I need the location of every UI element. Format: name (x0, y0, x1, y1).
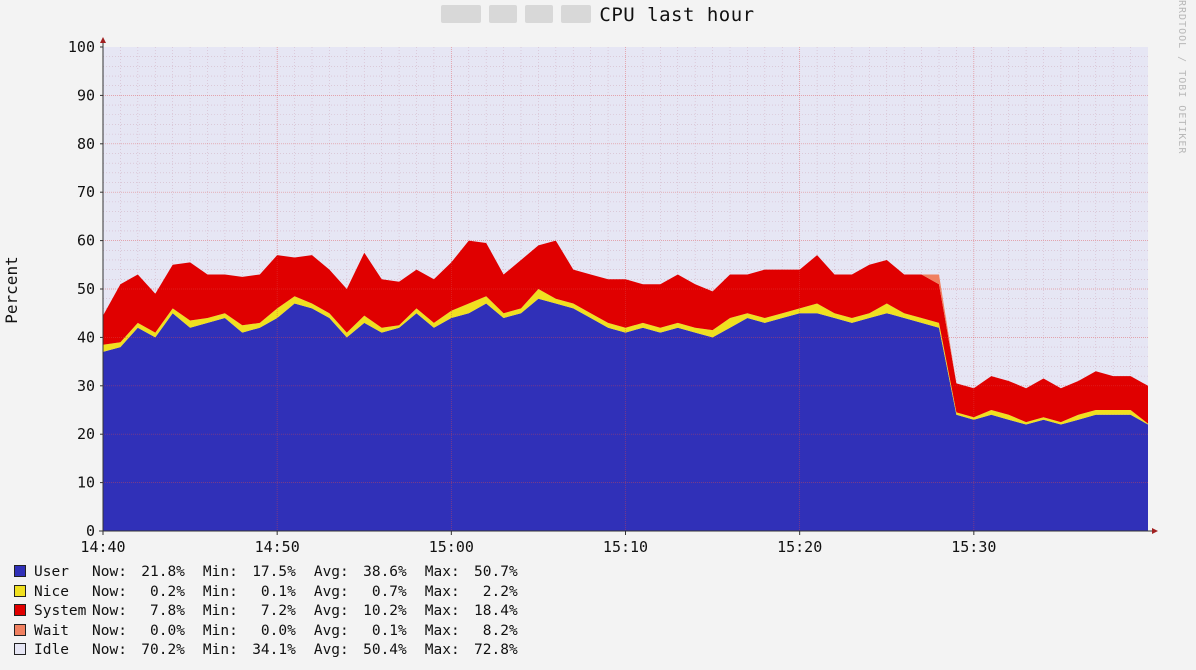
y-tick-label: 60 (77, 232, 95, 250)
x-tick-label: 15:30 (951, 538, 996, 556)
legend-now-value: 21.8% (141, 564, 185, 580)
y-tick-label: 0 (86, 522, 95, 540)
legend-series-name: Nice (34, 583, 69, 600)
legend-min-label: Min: (202, 622, 238, 639)
y-tick-label: 90 (77, 86, 95, 104)
legend-series-name: User (34, 564, 69, 580)
legend-row-wait: Wait Now: 0.0% Min: 0.0% Avg: 0.1% Max: 8.2% (14, 622, 518, 642)
legend-now-label: Now: (92, 603, 127, 619)
legend-row-idle: Idle Now: 70.2% Min: 34.1% Avg: 50.4% Max: 72.8% (14, 641, 518, 661)
legend-max-label: Max: (424, 642, 460, 658)
legend-avg-label: Avg: (313, 564, 349, 580)
legend-avg-label: Avg: (313, 622, 349, 639)
area-nice (103, 289, 1148, 425)
y-tick-label: 30 (77, 377, 95, 395)
legend-series-name: System (34, 603, 87, 619)
x-axis-arrow (1152, 528, 1158, 534)
y-tick-label: 10 (77, 474, 95, 492)
legend-min-value: 17.5% (252, 564, 296, 580)
legend-min-value: 34.1% (252, 642, 296, 658)
legend-min-label: Min: (202, 564, 238, 580)
legend-swatch (14, 604, 26, 616)
legend-avg-value: 0.7% (371, 583, 407, 600)
legend-avg-value: 10.2% (363, 603, 407, 619)
x-tick-label: 15:20 (777, 538, 822, 556)
legend-now-value: 0.2% (150, 583, 185, 600)
legend-max-value: 72.8% (474, 642, 518, 658)
legend-row-user: User Now: 21.8% Min: 17.5% Avg: 38.6% Max: 50.7% (14, 563, 518, 583)
legend-now-label: Now: (92, 583, 127, 600)
y-tick-label: 40 (77, 328, 95, 346)
x-tick-label: 15:10 (603, 538, 648, 556)
y-tick-label: 70 (77, 183, 95, 201)
legend-avg-value: 38.6% (363, 564, 407, 580)
legend: User Now: 21.8% Min: 17.5% Avg: 38.6% Max: 50.7%… (14, 563, 518, 661)
legend-series-name: Wait (34, 622, 69, 639)
y-tick-label: 100 (68, 38, 95, 56)
legend-avg-value: 0.1% (371, 622, 407, 639)
chart-title: CPU last hour (599, 4, 755, 26)
redacted-hostname (525, 5, 554, 23)
legend-avg-value: 50.4% (363, 642, 407, 658)
legend-avg-label: Avg: (313, 583, 349, 600)
legend-min-value: 7.2% (260, 603, 296, 619)
legend-series-name: Idle (34, 642, 69, 658)
legend-max-label: Max: (424, 622, 460, 639)
legend-row-system: System Now: 7.8% Min: 7.2% Avg: 10.2% Max: 18.4% (14, 602, 518, 622)
legend-swatch (14, 584, 26, 597)
rrdtool-credit: RRDTOOL / TOBI OETIKER (1176, 0, 1187, 155)
cpu-chart: 0 10 20 30 40 50 60 70 80 90 100 14:40 14:50 15:00 15:… (68, 37, 1158, 556)
x-tick-label: 15:00 (429, 538, 474, 556)
legend-swatch (14, 623, 26, 636)
legend-max-label: Max: (424, 583, 460, 600)
area-user (103, 298, 1148, 531)
area-system (103, 240, 1148, 424)
legend-now-label: Now: (92, 622, 127, 639)
x-tick-label: 14:50 (255, 538, 300, 556)
y-axis-arrow (100, 37, 106, 43)
legend-now-label: Now: (92, 564, 127, 580)
legend-avg-label: Avg: (313, 642, 349, 658)
legend-min-value: 0.0% (260, 622, 296, 639)
redacted-hostname (441, 5, 482, 23)
x-tick-label: 14:40 (80, 538, 125, 556)
legend-avg-label: Avg: (313, 603, 349, 619)
legend-swatch (14, 565, 26, 577)
chart-title-bar: CPU last hour (0, 4, 1196, 26)
legend-min-label: Min: (202, 583, 238, 600)
legend-max-value: 8.2% (482, 622, 518, 639)
legend-min-label: Min: (202, 603, 238, 619)
redacted-hostname (561, 5, 592, 23)
legend-max-label: Max: (424, 564, 460, 580)
legend-row-nice: Nice Now: 0.2% Min: 0.1% Avg: 0.7% Max: 2.2% (14, 583, 518, 603)
legend-max-value: 2.2% (482, 583, 518, 600)
y-tick-label: 80 (77, 135, 95, 153)
legend-now-value: 0.0% (150, 622, 185, 639)
legend-max-value: 18.4% (474, 603, 518, 619)
legend-now-value: 70.2% (141, 642, 185, 658)
y-tick-label: 50 (77, 280, 95, 298)
legend-swatch (14, 643, 26, 655)
y-tick-label: 20 (77, 425, 95, 443)
legend-max-value: 50.7% (474, 564, 518, 580)
legend-now-label: Now: (92, 642, 127, 658)
legend-max-label: Max: (424, 603, 460, 619)
legend-min-label: Min: (202, 642, 238, 658)
redacted-hostname (489, 5, 518, 23)
legend-now-value: 7.8% (150, 603, 185, 619)
legend-min-value: 0.1% (260, 583, 296, 600)
